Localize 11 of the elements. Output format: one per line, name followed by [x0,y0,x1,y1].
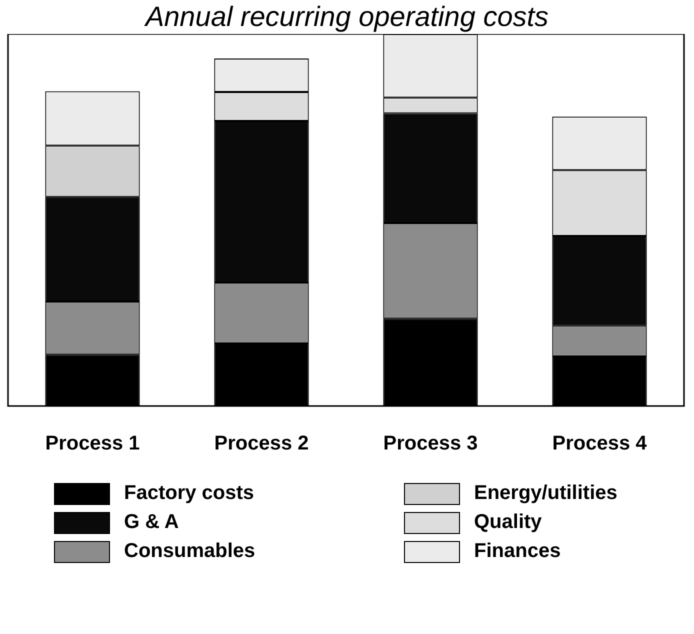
legend-label: Factory costs [124,482,254,505]
legend-label: G & A [124,511,179,534]
legend-label: Consumables [124,540,256,563]
legend-label: Finances [474,540,561,563]
legend-label: Quality [474,511,542,534]
legend-label: Energy/utilities [474,482,618,505]
x-tick-label: Process 4 [552,432,648,455]
x-tick-label: Process 1 [45,432,140,455]
x-tick-label: Process 2 [214,432,309,455]
x-tick-label: Process 3 [383,432,478,455]
chart-title: Annual recurring operating costs [143,0,550,34]
